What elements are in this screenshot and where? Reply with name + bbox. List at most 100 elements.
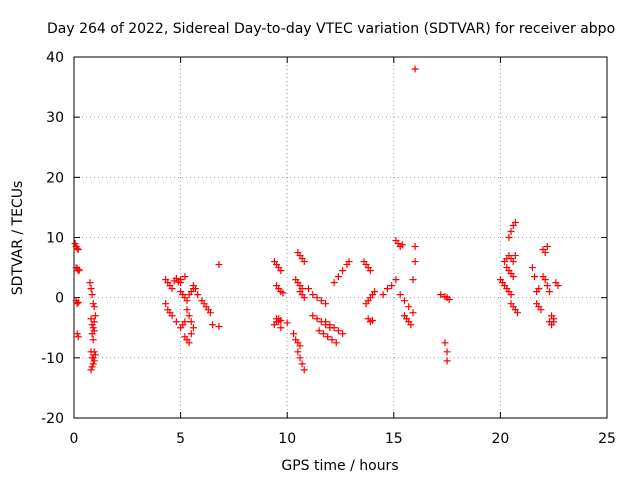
data-point [89,354,97,362]
data-point [324,333,332,341]
x-tick-label: 10 [278,431,296,447]
x-tick-label: 25 [598,431,616,447]
data-point [509,273,517,281]
data-point [443,348,451,356]
y-tick-label: 30 [46,110,64,126]
data-point [162,300,170,308]
data-point [509,258,517,266]
data-point [441,339,449,347]
data-point [541,276,549,284]
data-point [75,266,83,274]
data-point [290,330,298,338]
data-point [334,327,342,335]
data-point [330,279,338,287]
data-point [172,274,180,282]
data-point [409,276,417,284]
data-point [371,288,379,296]
data-point [168,312,176,320]
data-point [185,312,193,320]
data-point [296,342,304,350]
data-point [192,285,200,293]
data-point [366,267,374,275]
data-point [345,258,353,266]
data-point [206,309,214,317]
data-point [215,261,223,269]
data-point [296,354,304,362]
data-point [313,294,321,302]
data-point [511,252,519,260]
data-point [319,330,327,338]
data-point [554,282,562,290]
data-point [87,366,95,374]
data-point [443,357,451,365]
data-point [71,240,79,248]
data-point [90,357,98,365]
data-point [88,291,96,299]
data-point [396,291,404,299]
y-axis-label: SDTVAR / TECUs [10,181,26,296]
y-tick-label: 40 [46,50,64,66]
data-point [305,285,313,293]
data-point [383,285,391,293]
data-point [535,285,543,293]
data-point [300,366,308,374]
data-point [172,318,180,326]
data-point [189,324,197,332]
data-point [73,300,81,308]
data-point [326,321,334,329]
data-point [541,249,549,257]
data-point [322,300,330,308]
data-point [275,315,283,323]
data-point [177,279,185,287]
data-point [332,339,340,347]
y-tick-label: 10 [46,231,64,247]
data-point [398,241,406,249]
x-tick-label: 0 [70,431,79,447]
data-point [89,300,97,308]
data-point [74,333,82,341]
data-point [309,291,317,299]
data-point [187,330,195,338]
data-point [411,258,419,266]
data-point [298,285,306,293]
data-point [379,291,387,299]
data-point [411,65,419,73]
data-point [545,288,553,296]
data-point [437,291,445,299]
data-point [283,319,291,327]
y-tick-label: 20 [46,170,64,186]
data-point [277,267,285,275]
data-point [185,339,193,347]
data-point [505,234,513,241]
data-point [279,289,287,297]
data-point [407,321,415,329]
data-point [528,264,536,272]
data-point [90,327,98,335]
data-point [315,327,323,335]
data-point [445,295,453,303]
data-point [181,318,189,326]
data-point [328,336,336,344]
chart-title: Day 264 of 2022, Sidereal Day-to-day VTE… [47,21,615,37]
data-point [90,318,98,326]
data-point [168,285,176,293]
data-point [277,324,285,332]
data-point [74,298,82,306]
data-point [507,227,515,235]
data-point [511,218,519,226]
data-point [209,321,217,329]
x-tick-label: 15 [385,431,403,447]
data-point [388,282,396,290]
y-tick-label: -20 [41,411,64,427]
data-point [89,336,97,344]
data-point [339,267,347,275]
data-point [87,315,95,323]
plot-frame [73,56,608,419]
data-point [74,246,82,254]
data-point [309,312,317,320]
data-point [89,324,97,332]
data-point [73,330,81,338]
grid-lines [74,57,607,418]
data-point [392,276,400,284]
